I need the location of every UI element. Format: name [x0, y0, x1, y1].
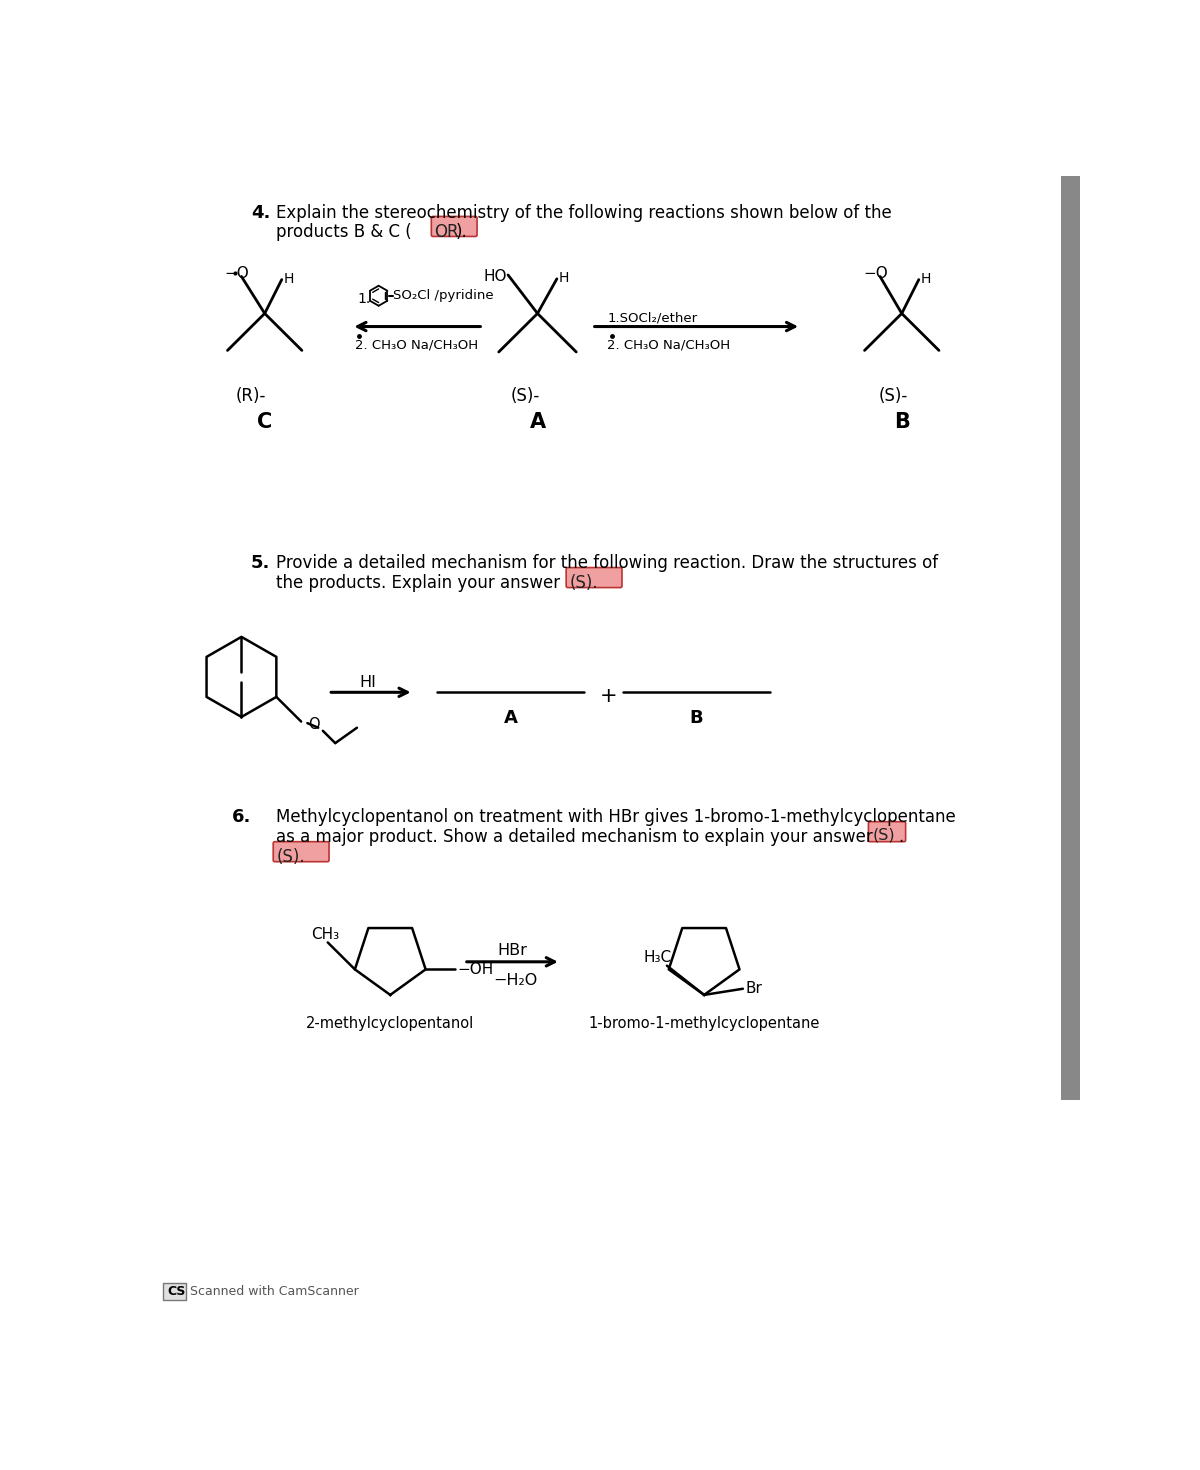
FancyBboxPatch shape [431, 216, 478, 237]
Text: (S).: (S). [570, 573, 599, 592]
Text: Explain the stereochemistry of the following reactions shown below of the: Explain the stereochemistry of the follo… [276, 204, 892, 222]
Text: products B & C (: products B & C ( [276, 222, 412, 241]
Text: HO: HO [484, 269, 506, 284]
Text: SO₂Cl /pyridine: SO₂Cl /pyridine [394, 288, 494, 301]
Text: B: B [894, 412, 910, 432]
FancyBboxPatch shape [869, 822, 906, 842]
Text: 1-bromo-1-methylcyclopentane: 1-bromo-1-methylcyclopentane [588, 1016, 820, 1030]
Bar [1061, 176, 1080, 1101]
Text: −O: −O [224, 266, 250, 281]
Text: H: H [558, 270, 569, 285]
Text: 4.: 4. [251, 204, 270, 222]
Text: Scanned with CamScanner: Scanned with CamScanner [191, 1285, 359, 1298]
Text: −O: −O [863, 266, 888, 281]
Text: Provide a detailed mechanism for the following reaction. Draw the structures of: Provide a detailed mechanism for the fol… [276, 554, 938, 572]
Text: OR: OR [434, 222, 460, 241]
Text: 1.: 1. [358, 293, 371, 306]
Text: B: B [690, 709, 703, 728]
FancyBboxPatch shape [163, 1283, 186, 1299]
Text: H: H [920, 272, 931, 285]
Text: (S)-: (S)- [510, 387, 540, 404]
Text: H: H [283, 272, 294, 285]
Text: (R)-: (R)- [235, 387, 265, 404]
FancyBboxPatch shape [566, 567, 622, 588]
Text: H₃C: H₃C [643, 950, 672, 966]
Text: HBr: HBr [497, 942, 527, 957]
Text: +: + [600, 686, 617, 706]
Text: 2-methylcyclopentanol: 2-methylcyclopentanol [306, 1016, 474, 1030]
Text: CS: CS [167, 1285, 186, 1298]
Text: Methylcyclopentanol on treatment with HBr gives 1-bromo-1-methylcyclopentane: Methylcyclopentanol on treatment with HB… [276, 809, 956, 826]
Text: O: O [308, 717, 319, 732]
Text: 5.: 5. [251, 554, 270, 572]
Text: −H₂O: −H₂O [493, 973, 538, 988]
Text: (S)-: (S)- [878, 387, 907, 404]
Text: 1.SOCl₂/ether: 1.SOCl₂/ether [607, 312, 697, 325]
Text: (S): (S) [872, 828, 895, 842]
Text: Br: Br [746, 980, 763, 997]
Text: A: A [504, 709, 517, 728]
Text: .: . [898, 828, 904, 845]
Text: 6.: 6. [232, 809, 252, 826]
Text: (S).: (S). [277, 848, 306, 866]
Text: the products. Explain your answer: the products. Explain your answer [276, 573, 565, 592]
FancyBboxPatch shape [274, 842, 329, 861]
Text: CH₃: CH₃ [311, 928, 338, 942]
Text: C: C [257, 412, 272, 432]
Text: ).: ). [456, 222, 468, 241]
Text: 2. CH₃O Na/CH₃OH: 2. CH₃O Na/CH₃OH [607, 338, 731, 351]
Text: as a major product. Show a detailed mechanism to explain your answer: as a major product. Show a detailed mech… [276, 828, 874, 845]
Text: −OH: −OH [457, 963, 493, 978]
Text: A: A [529, 412, 546, 432]
Text: 2. CH₃O Na/CH₃OH: 2. CH₃O Na/CH₃OH [355, 338, 479, 351]
Text: HI: HI [359, 675, 376, 691]
